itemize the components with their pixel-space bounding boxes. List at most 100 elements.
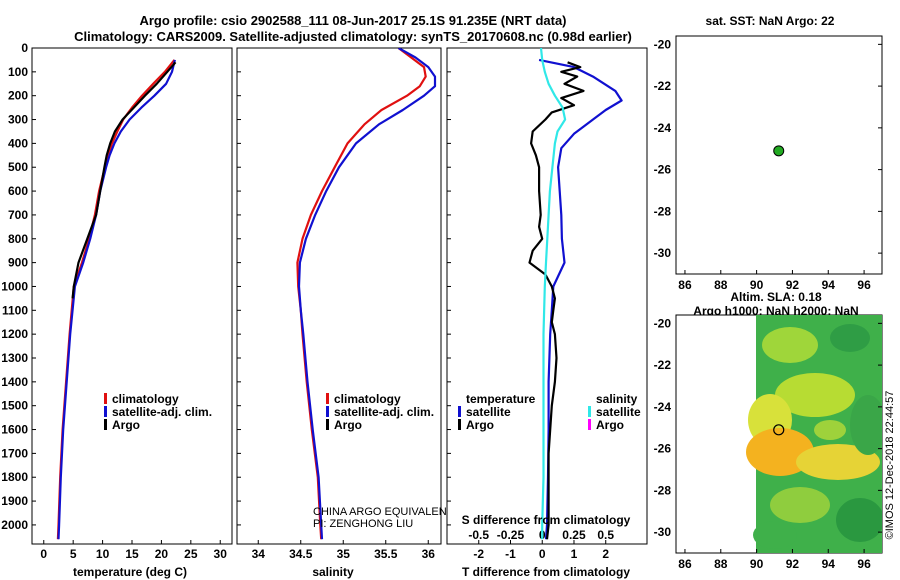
salinity-panel: 34 34.5 35 35.5 36 salinity climatology sate… xyxy=(236,47,454,579)
x-tick-label: 25 xyxy=(184,547,198,561)
y-tick-label: 0 xyxy=(21,41,28,55)
map-x-tick-label: 96 xyxy=(857,278,871,292)
map-x-tick-label: 92 xyxy=(786,557,800,571)
x-tick-label: 10 xyxy=(96,547,110,561)
temperature-legend: climatology satellite-adj. clim. Argo xyxy=(104,392,212,432)
x-tick-label: -2 xyxy=(473,547,484,561)
legend-label-argo: Argo xyxy=(112,418,140,432)
y-tick-label: 1700 xyxy=(1,446,28,460)
legend-swatch-satellite xyxy=(326,406,329,417)
sla-blob xyxy=(775,373,855,417)
temperature-panel: 0100200300400500600700800900100011001200… xyxy=(1,41,233,579)
temperature-xlabel: temperature (deg C) xyxy=(73,565,187,579)
y-tick-label: 400 xyxy=(8,136,28,150)
legend-title-temperature: temperature xyxy=(466,392,536,406)
y-tick-label: 600 xyxy=(8,184,28,198)
map-y-tick-label: -30 xyxy=(654,246,672,260)
legend-label-argo: Argo xyxy=(334,418,362,432)
x-tick-label: -1 xyxy=(505,547,516,561)
map-x-tick-label: 88 xyxy=(714,557,728,571)
legend-swatch-climatology xyxy=(104,393,107,404)
difference-panel: -2 -1 0 1 2-0.5 -0.25 0 0.25 0.5 S difference fr… xyxy=(446,47,648,579)
x-tick-label: 34 xyxy=(252,547,266,561)
x-tick-label: 34.5 xyxy=(289,547,313,561)
map-x-tick-label: 88 xyxy=(714,278,728,292)
salinity-xlabel: salinity xyxy=(312,565,354,579)
y-tick-label: 100 xyxy=(8,65,28,79)
float-position-marker xyxy=(773,424,785,436)
legend-label-climatology: climatology xyxy=(334,392,401,406)
diff-t-satellite-line xyxy=(538,58,623,540)
x-tick-label: 15 xyxy=(125,547,139,561)
legend-swatch-s-satellite xyxy=(588,406,591,417)
sst-map-title: sat. SST: NaN Argo: 22 xyxy=(706,14,835,28)
s-tick-label: -0.25 xyxy=(497,528,525,542)
legend-swatch-climatology xyxy=(326,393,329,404)
map-y-tick-label: -28 xyxy=(654,204,672,218)
x-tick-label: 0 xyxy=(40,547,47,561)
y-tick-label: 800 xyxy=(8,232,28,246)
annotation-line-2: PI: ZENGHONG LIU xyxy=(313,518,413,530)
legend-label-t-argo: Argo xyxy=(466,418,494,432)
sla-blob xyxy=(770,487,830,523)
difference-legend-temperature: temperature satellite Argo xyxy=(458,392,536,432)
y-tick-label: 1500 xyxy=(1,399,28,413)
map-x-tick-label: 86 xyxy=(678,557,692,571)
x-tick-label: 20 xyxy=(155,547,169,561)
x-tick-label: 5 xyxy=(70,547,77,561)
y-tick-label: 1900 xyxy=(1,494,28,508)
legend-swatch-argo xyxy=(104,419,107,430)
title-line-1: Argo profile: csio 2902588_111 08-Jun-20… xyxy=(139,13,566,28)
y-tick-label: 500 xyxy=(8,160,28,174)
salinity-legend: climatology satellite-adj. clim. Argo xyxy=(326,392,434,432)
sla-map-panel: Altim. SLA: 0.18 Argo h1000: NaN h2000: … xyxy=(654,290,883,571)
sla-blob xyxy=(836,498,882,542)
y-tick-label: 1600 xyxy=(1,423,28,437)
difference-legend-salinity: salinity satellite Argo xyxy=(588,392,641,432)
s-tick-label: 0.5 xyxy=(597,528,614,542)
s-tick-label: 0.25 xyxy=(562,528,586,542)
x-tick-label: 36 xyxy=(422,547,436,561)
y-tick-label: 1300 xyxy=(1,351,28,365)
legend-swatch-t-argo xyxy=(458,419,461,430)
legend-swatch-argo xyxy=(326,419,329,430)
sla-blob xyxy=(814,420,846,440)
map-x-tick-label: 90 xyxy=(750,278,764,292)
map-y-tick-label: -28 xyxy=(654,483,672,497)
y-tick-label: 1100 xyxy=(2,303,28,317)
map-y-tick-label: -30 xyxy=(654,525,672,539)
legend-label-climatology: climatology xyxy=(112,392,179,406)
x-tick-label: 1 xyxy=(571,547,578,561)
sla-map-title-1: Altim. SLA: 0.18 xyxy=(730,290,822,304)
map-x-tick-label: 86 xyxy=(678,278,692,292)
diff-t-argo-line xyxy=(528,61,585,540)
legend-label-s-satellite: satellite xyxy=(596,405,641,419)
diff-s-satellite-line xyxy=(539,48,567,540)
y-tick-label: 2000 xyxy=(1,518,28,532)
x-tick-label: 30 xyxy=(214,547,228,561)
credit-text: ©IMOS 12-Dec-2018 22:44:57 xyxy=(884,391,896,540)
x-tick-label: 2 xyxy=(602,547,609,561)
map-x-tick-label: 90 xyxy=(750,557,764,571)
sla-blob xyxy=(850,395,882,455)
float-position-marker xyxy=(773,145,785,157)
map-y-tick-label: -22 xyxy=(654,358,672,372)
map-y-tick-label: -20 xyxy=(654,316,672,330)
map-y-tick-label: -20 xyxy=(654,37,672,51)
x-tick-label: 35 xyxy=(337,547,351,561)
annotation-line-1: CHINA ARGO EQUIVALENT xyxy=(313,506,454,518)
difference-axes-frame xyxy=(446,47,648,545)
legend-label-satellite: satellite-adj. clim. xyxy=(334,405,434,419)
title-line-2: Climatology: CARS2009. Satellite-adjuste… xyxy=(74,29,632,44)
legend-label-satellite: satellite-adj. clim. xyxy=(112,405,212,419)
map-x-tick-label: 96 xyxy=(857,557,871,571)
salinity-axes-frame xyxy=(236,47,442,545)
sla-blob xyxy=(753,521,797,549)
map-y-tick-label: -24 xyxy=(654,400,672,414)
map-x-tick-label: 94 xyxy=(822,278,836,292)
y-tick-label: 900 xyxy=(8,256,28,270)
sla-blob xyxy=(830,324,870,352)
temperature-argo-line xyxy=(71,61,177,299)
y-tick-label: 300 xyxy=(8,113,28,127)
